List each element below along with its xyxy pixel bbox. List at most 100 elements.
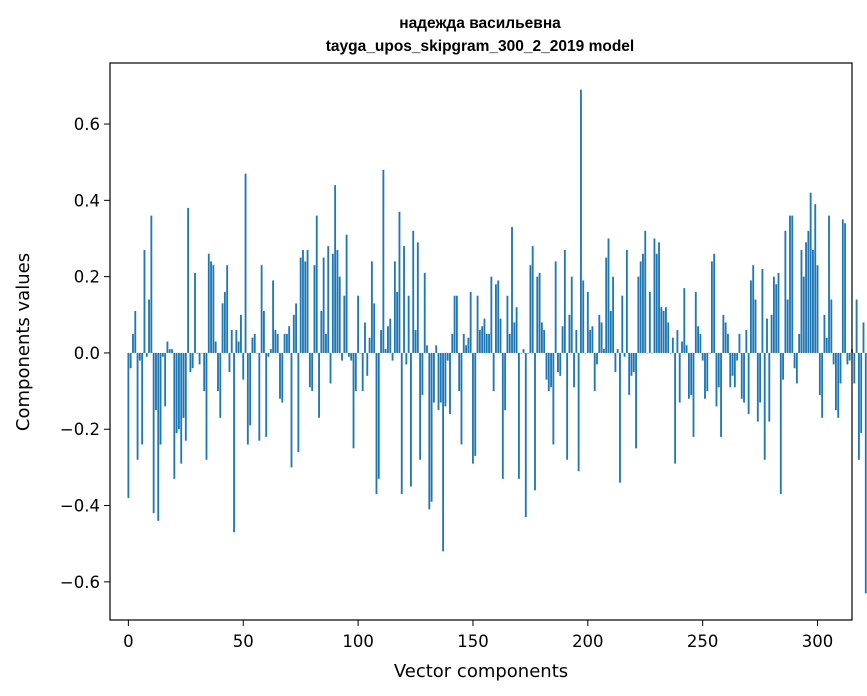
bar-29 [194,272,196,353]
bar-217 [625,249,628,353]
bar-119 [400,352,403,495]
bar-200 [586,291,589,353]
bar-2 [132,333,134,353]
bar-313 [846,352,849,365]
bar-231 [658,242,660,353]
bar-229 [653,238,656,353]
y-ticks: −0.6 −0.4 −0.2 0.0 0.2 0.4 0.6 [60,115,110,592]
bar-278 [766,318,768,353]
bar-245 [690,352,693,395]
bar-310 [839,352,842,384]
bar-311 [841,219,844,353]
bar-118 [398,211,401,353]
x-tick-label: 100 [342,632,374,651]
bar-316 [853,352,856,384]
bar-271 [750,280,752,353]
bar-291 [795,352,798,384]
bar-230 [655,253,658,353]
bar-103 [364,322,366,353]
bar-241 [681,341,683,353]
bar-296 [807,230,810,353]
bar-289 [791,215,794,353]
bar-199 [584,352,587,354]
bar-129 [423,272,426,353]
bar-281 [772,276,775,353]
bar-16 [164,352,167,407]
bar-236 [669,352,672,354]
bar-242 [683,288,686,353]
bar-214 [619,352,621,483]
bar-31 [198,352,201,365]
bar-102 [361,352,364,392]
bar-226 [646,352,649,354]
y-tick-label: −0.4 [60,497,100,516]
bar-168 [513,322,516,353]
bar-306 [830,299,833,353]
bar-147 [465,345,467,353]
bar-39 [217,352,219,392]
bar-251 [704,352,706,399]
y-tick-label: −0.6 [60,573,100,592]
bar-175 [529,265,532,353]
x-tick-label: 50 [233,632,254,651]
bar-179 [538,272,541,353]
bar-49 [240,314,242,353]
bar-95 [345,234,348,353]
bar-298 [812,249,814,353]
bar-171 [520,352,523,354]
bar-300 [816,265,819,353]
y-tick-label: 0.0 [74,344,100,363]
bar-115 [391,352,394,361]
bar-130 [426,345,428,353]
bar-142 [453,295,456,353]
bar-124 [412,230,415,353]
bar-180 [540,322,543,353]
y-tick-label: 0.2 [74,268,100,287]
bar-87 [327,246,330,353]
bar-6 [141,352,144,445]
bar-307 [832,352,835,365]
bar-222 [637,276,640,353]
bar-267 [740,352,743,399]
bar-174 [527,352,530,354]
bar-44 [228,352,231,373]
bar-177 [534,352,536,491]
bar-190 [563,249,566,353]
bar-109 [377,352,380,479]
bar-234 [665,307,667,353]
bar-237 [671,337,674,353]
bar-189 [561,326,564,353]
bar-203 [593,352,596,392]
y-tick-label: 0.4 [74,191,100,210]
bar-240 [678,352,681,403]
y-tick-label: 0.6 [74,115,100,134]
bar-259 [722,314,725,353]
bar-38 [214,341,217,353]
bar-276 [761,269,764,353]
bar-26 [187,207,190,353]
bar-301 [818,352,821,395]
bar-100 [357,295,360,353]
bar-74 [297,352,300,453]
bar-108 [375,352,378,495]
bar-93 [341,352,343,361]
bar-290 [793,352,796,369]
bar-83 [318,352,320,418]
bar-253 [708,352,711,354]
bar-220 [632,352,635,373]
bar-137 [442,352,445,552]
bar-89 [331,253,334,353]
bar-202 [591,326,594,353]
bar-85 [322,257,325,353]
chart-subtitle: tayga_upos_skipgram_300_2_2019 model [326,38,634,55]
bar-232 [660,307,663,353]
bar-127 [419,352,422,460]
bar-11 [152,352,155,514]
bar-277 [763,352,766,460]
bar-128 [421,352,424,395]
bar-183 [547,352,550,392]
bar-53 [249,352,252,426]
bar-312 [844,223,847,353]
bar-252 [706,352,709,392]
